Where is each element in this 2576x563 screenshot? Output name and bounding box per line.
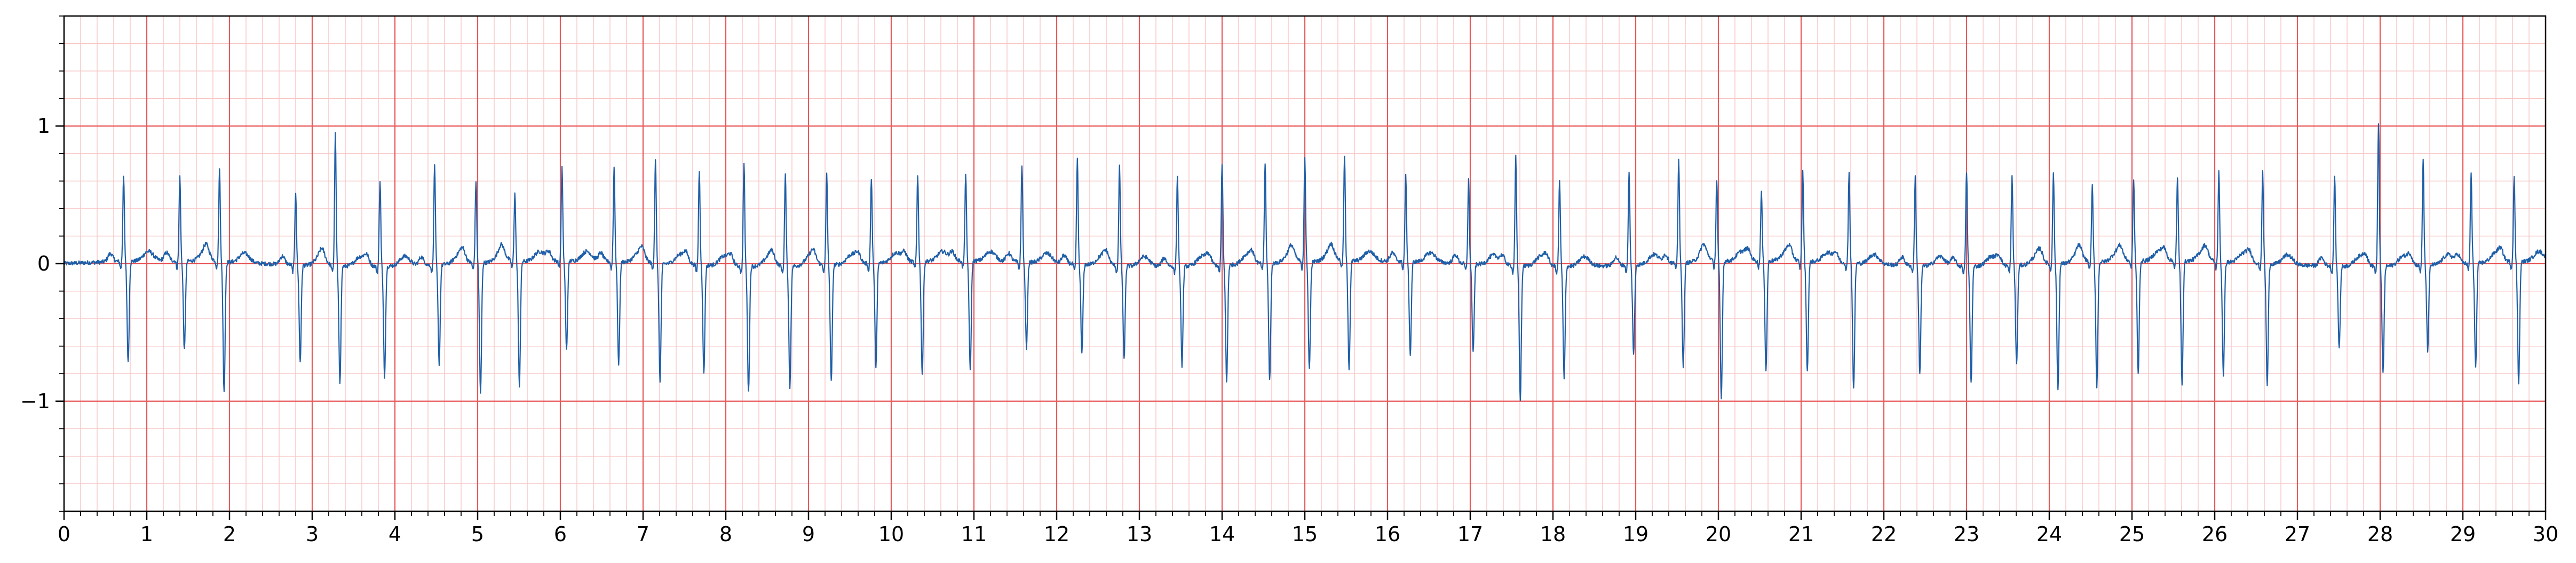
x-tick-label: 12: [1044, 522, 1069, 546]
x-tick-label: 0: [58, 522, 70, 546]
x-tick-label: 13: [1127, 522, 1152, 546]
x-tick-label: 27: [2285, 522, 2310, 546]
y-tick-label: 1: [37, 114, 50, 138]
x-tick-label: 8: [719, 522, 732, 546]
x-tick-label: 17: [1457, 522, 1483, 546]
x-tick-label: 22: [1871, 522, 1897, 546]
x-tick-label: 7: [637, 522, 649, 546]
x-tick-label: 10: [878, 522, 904, 546]
x-tick-label: 15: [1292, 522, 1318, 546]
x-tick-label: 14: [1209, 522, 1235, 546]
x-tick-label: 29: [2450, 522, 2476, 546]
x-tick-label: 24: [2036, 522, 2062, 546]
x-tick-label: 9: [802, 522, 815, 546]
y-tick-label: 0: [37, 252, 50, 275]
x-tick-label: 23: [1954, 522, 1979, 546]
x-tick-label: 16: [1375, 522, 1400, 546]
x-tick-label: 19: [1623, 522, 1648, 546]
x-tick-label: 21: [1788, 522, 1814, 546]
x-tick-label: 20: [1706, 522, 1731, 546]
x-tick-label: 3: [306, 522, 319, 546]
y-axis: 1 0 −1: [20, 15, 64, 512]
x-tick-label: 6: [554, 522, 567, 546]
x-tick-label: 18: [1540, 522, 1566, 546]
x-tick-label: 11: [961, 522, 987, 546]
x-tick-label: 2: [223, 522, 236, 546]
x-axis: 0 1 2 3 4 5 6 7 8 9 10 11 12 13 14 15 16 17 18 19 20 21 22 23 24…: [58, 511, 2558, 546]
x-tick-label: 5: [471, 522, 484, 546]
ecg-trace-line: [63, 123, 2546, 401]
x-tick-label: 1: [140, 522, 153, 546]
x-tick-label: 26: [2202, 522, 2228, 546]
x-tick-label: 30: [2533, 522, 2558, 546]
x-tick-label: 25: [2119, 522, 2145, 546]
y-tick-label: −1: [20, 390, 50, 413]
x-tick-label: 4: [389, 522, 401, 546]
x-tick-label: 28: [2367, 522, 2393, 546]
